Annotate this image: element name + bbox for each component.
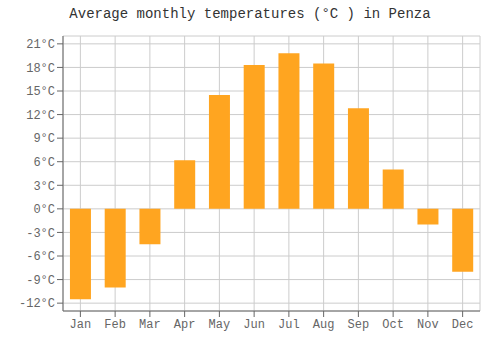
- svg-text:Feb: Feb: [104, 318, 126, 332]
- svg-text:Mar: Mar: [139, 318, 161, 332]
- svg-text:Jan: Jan: [70, 318, 92, 332]
- svg-text:21°C: 21°C: [26, 38, 55, 52]
- svg-text:-9°C: -9°C: [26, 274, 55, 288]
- svg-text:6°C: 6°C: [33, 156, 55, 170]
- svg-text:15°C: 15°C: [26, 85, 55, 99]
- svg-text:0°C: 0°C: [33, 203, 55, 217]
- svg-text:-6°C: -6°C: [26, 250, 55, 264]
- svg-text:Apr: Apr: [174, 318, 196, 332]
- svg-text:Aug: Aug: [313, 318, 335, 332]
- svg-text:-12°C: -12°C: [19, 297, 55, 311]
- svg-text:Jun: Jun: [243, 318, 265, 332]
- svg-text:Nov: Nov: [417, 318, 439, 332]
- svg-text:Oct: Oct: [382, 318, 404, 332]
- svg-text:-3°C: -3°C: [26, 227, 55, 241]
- svg-text:Jul: Jul: [278, 318, 300, 332]
- svg-text:3°C: 3°C: [33, 180, 55, 194]
- svg-text:18°C: 18°C: [26, 62, 55, 76]
- svg-text:12°C: 12°C: [26, 109, 55, 123]
- svg-text:Dec: Dec: [452, 318, 474, 332]
- html-text:Average monthly temperatures (: Average monthly temperatures (°C ) in Pe…: [69, 6, 431, 22]
- svg-text:May: May: [209, 318, 231, 332]
- svg-text:9°C: 9°C: [33, 132, 55, 146]
- svg-text:Sep: Sep: [348, 318, 370, 332]
